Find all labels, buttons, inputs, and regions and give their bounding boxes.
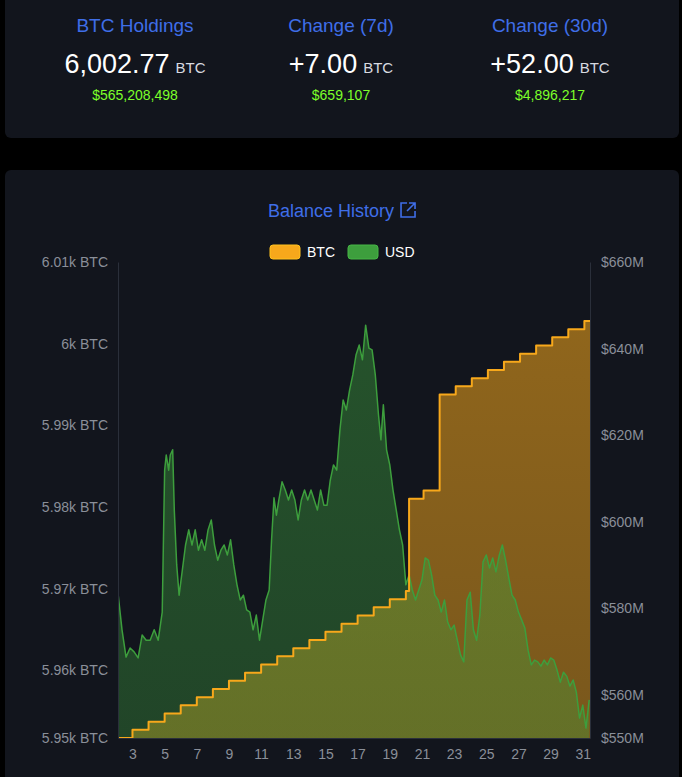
stat: BTC Holdings 6,002.77 BTC $565,208,498 bbox=[64, 15, 205, 103]
tick-label: 13 bbox=[286, 746, 302, 762]
legend-swatch bbox=[270, 245, 300, 259]
tick-label: 15 bbox=[318, 746, 334, 762]
stat: Change (7d) +7.00 BTC $659,107 bbox=[288, 15, 394, 103]
stat: Change (30d) +52.00 BTC $4,896,217 bbox=[490, 15, 610, 103]
stat-value-line: +52.00 BTC bbox=[490, 49, 610, 79]
tick-label: 5.95k BTC bbox=[42, 730, 108, 746]
tick-label: 9 bbox=[226, 746, 234, 762]
tick-label: 17 bbox=[350, 746, 366, 762]
tick-label: 5 bbox=[161, 746, 169, 762]
legend-label: BTC bbox=[307, 244, 335, 260]
stat-value: +52.00 bbox=[490, 49, 573, 79]
tick: 23 bbox=[447, 738, 463, 762]
stats-card bbox=[5, 0, 679, 138]
stat-label: Change (7d) bbox=[288, 15, 394, 36]
tick-label: 25 bbox=[479, 746, 495, 762]
legend-label: USD bbox=[385, 244, 415, 260]
tick: 5.97k BTC bbox=[42, 581, 118, 597]
tick: $620M bbox=[590, 427, 644, 443]
series-area bbox=[118, 321, 590, 738]
tick-label: 27 bbox=[511, 746, 527, 762]
stat-label: Change (30d) bbox=[492, 15, 608, 36]
y-axis: 5.95k BTC 5.96k BTC 5.97k BTC 5.98k BTC 5.99… bbox=[42, 254, 119, 746]
tick-label: 31 bbox=[575, 746, 591, 762]
tick-label: 11 bbox=[254, 746, 269, 762]
tick-label: $640M bbox=[601, 341, 644, 357]
legend-item[interactable]: USD bbox=[348, 244, 415, 260]
tick-label: 5.99k BTC bbox=[42, 417, 108, 433]
stat-usd: $565,208,498 bbox=[92, 87, 178, 103]
tick-label: 7 bbox=[193, 746, 201, 762]
tick: $560M bbox=[590, 687, 644, 703]
axis-line bbox=[590, 263, 591, 739]
tick-label: 29 bbox=[543, 746, 559, 762]
axis-line bbox=[118, 263, 119, 739]
tick-label: $580M bbox=[601, 600, 644, 616]
stat-usd: $659,107 bbox=[312, 87, 371, 103]
tick: 5.99k BTC bbox=[42, 417, 118, 433]
tick: $600M bbox=[590, 514, 644, 530]
tick: 17 bbox=[350, 738, 366, 762]
page: BTC Holdings 6,002.77 BTC $565,208,498 Chang… bbox=[0, 0, 682, 777]
tick: $550M bbox=[590, 730, 644, 746]
legend-swatch bbox=[348, 245, 378, 259]
tick-label: $620M bbox=[601, 427, 644, 443]
axis-line bbox=[119, 738, 591, 739]
series-line bbox=[118, 325, 589, 728]
y2-axis: $550M $560M $580M $600M $620M $640M $660M bbox=[590, 254, 644, 746]
tick: 13 bbox=[286, 738, 302, 762]
tick-label: 19 bbox=[382, 746, 398, 762]
tick-label: $600M bbox=[601, 514, 644, 530]
series-line bbox=[118, 321, 590, 738]
tick-label: 23 bbox=[447, 746, 463, 762]
tick: 25 bbox=[479, 738, 495, 762]
tick: 9 bbox=[226, 738, 234, 762]
tick: 11 bbox=[254, 738, 269, 762]
tick: 5.95k BTC bbox=[42, 730, 118, 746]
tick-label: 6k BTC bbox=[61, 336, 108, 352]
tick: 27 bbox=[511, 738, 527, 762]
stat-value: +7.00 bbox=[289, 49, 357, 79]
tick: 6.01k BTC bbox=[42, 254, 118, 270]
tick-label: $560M bbox=[601, 687, 644, 703]
tick-label: 5.96k BTC bbox=[42, 662, 108, 678]
stat-value-line: 6,002.77 BTC bbox=[64, 49, 205, 79]
stat-usd: $4,896,217 bbox=[515, 87, 585, 103]
tick: $580M bbox=[590, 600, 644, 616]
tick-label: 3 bbox=[129, 746, 137, 762]
legend: BTC USD bbox=[270, 244, 415, 260]
tick: 7 bbox=[193, 738, 201, 762]
tick: 21 bbox=[415, 738, 431, 762]
series-area bbox=[118, 325, 589, 738]
external-link-icon[interactable] bbox=[401, 203, 415, 217]
stat-unit: BTC bbox=[580, 59, 610, 76]
tick: $660M bbox=[590, 254, 644, 270]
stat-value: 6,002.77 bbox=[64, 49, 169, 79]
stat-value-line: +7.00 BTC bbox=[289, 49, 393, 79]
tick: 29 bbox=[543, 738, 559, 762]
x-axis: 3 5 7 9 11 13 15 17 19 21 23 25 27 29 31 bbox=[119, 738, 592, 762]
tick-label: 6.01k BTC bbox=[42, 254, 108, 270]
tick: 31 bbox=[575, 738, 591, 762]
tick-label: 21 bbox=[415, 746, 431, 762]
tick-label: $660M bbox=[601, 254, 644, 270]
tick: 19 bbox=[382, 738, 398, 762]
stat-unit: BTC bbox=[363, 59, 393, 76]
chart-title: Balance History bbox=[268, 201, 394, 221]
tick-label: $550M bbox=[601, 730, 644, 746]
tick: 5 bbox=[161, 738, 169, 762]
tick-label: 5.98k BTC bbox=[42, 499, 108, 515]
legend-item[interactable]: BTC bbox=[270, 244, 335, 260]
tick: 3 bbox=[129, 738, 137, 762]
plot-marks bbox=[118, 321, 590, 738]
chart-card bbox=[5, 170, 679, 777]
tick: 5.96k BTC bbox=[42, 662, 118, 678]
stat-unit: BTC bbox=[176, 59, 206, 76]
tick: 5.98k BTC bbox=[42, 499, 118, 515]
tick-label: 5.97k BTC bbox=[42, 581, 108, 597]
tick: $640M bbox=[590, 341, 644, 357]
stat-label: BTC Holdings bbox=[76, 15, 193, 36]
tick: 6k BTC bbox=[61, 336, 118, 352]
tick: 15 bbox=[318, 738, 334, 762]
